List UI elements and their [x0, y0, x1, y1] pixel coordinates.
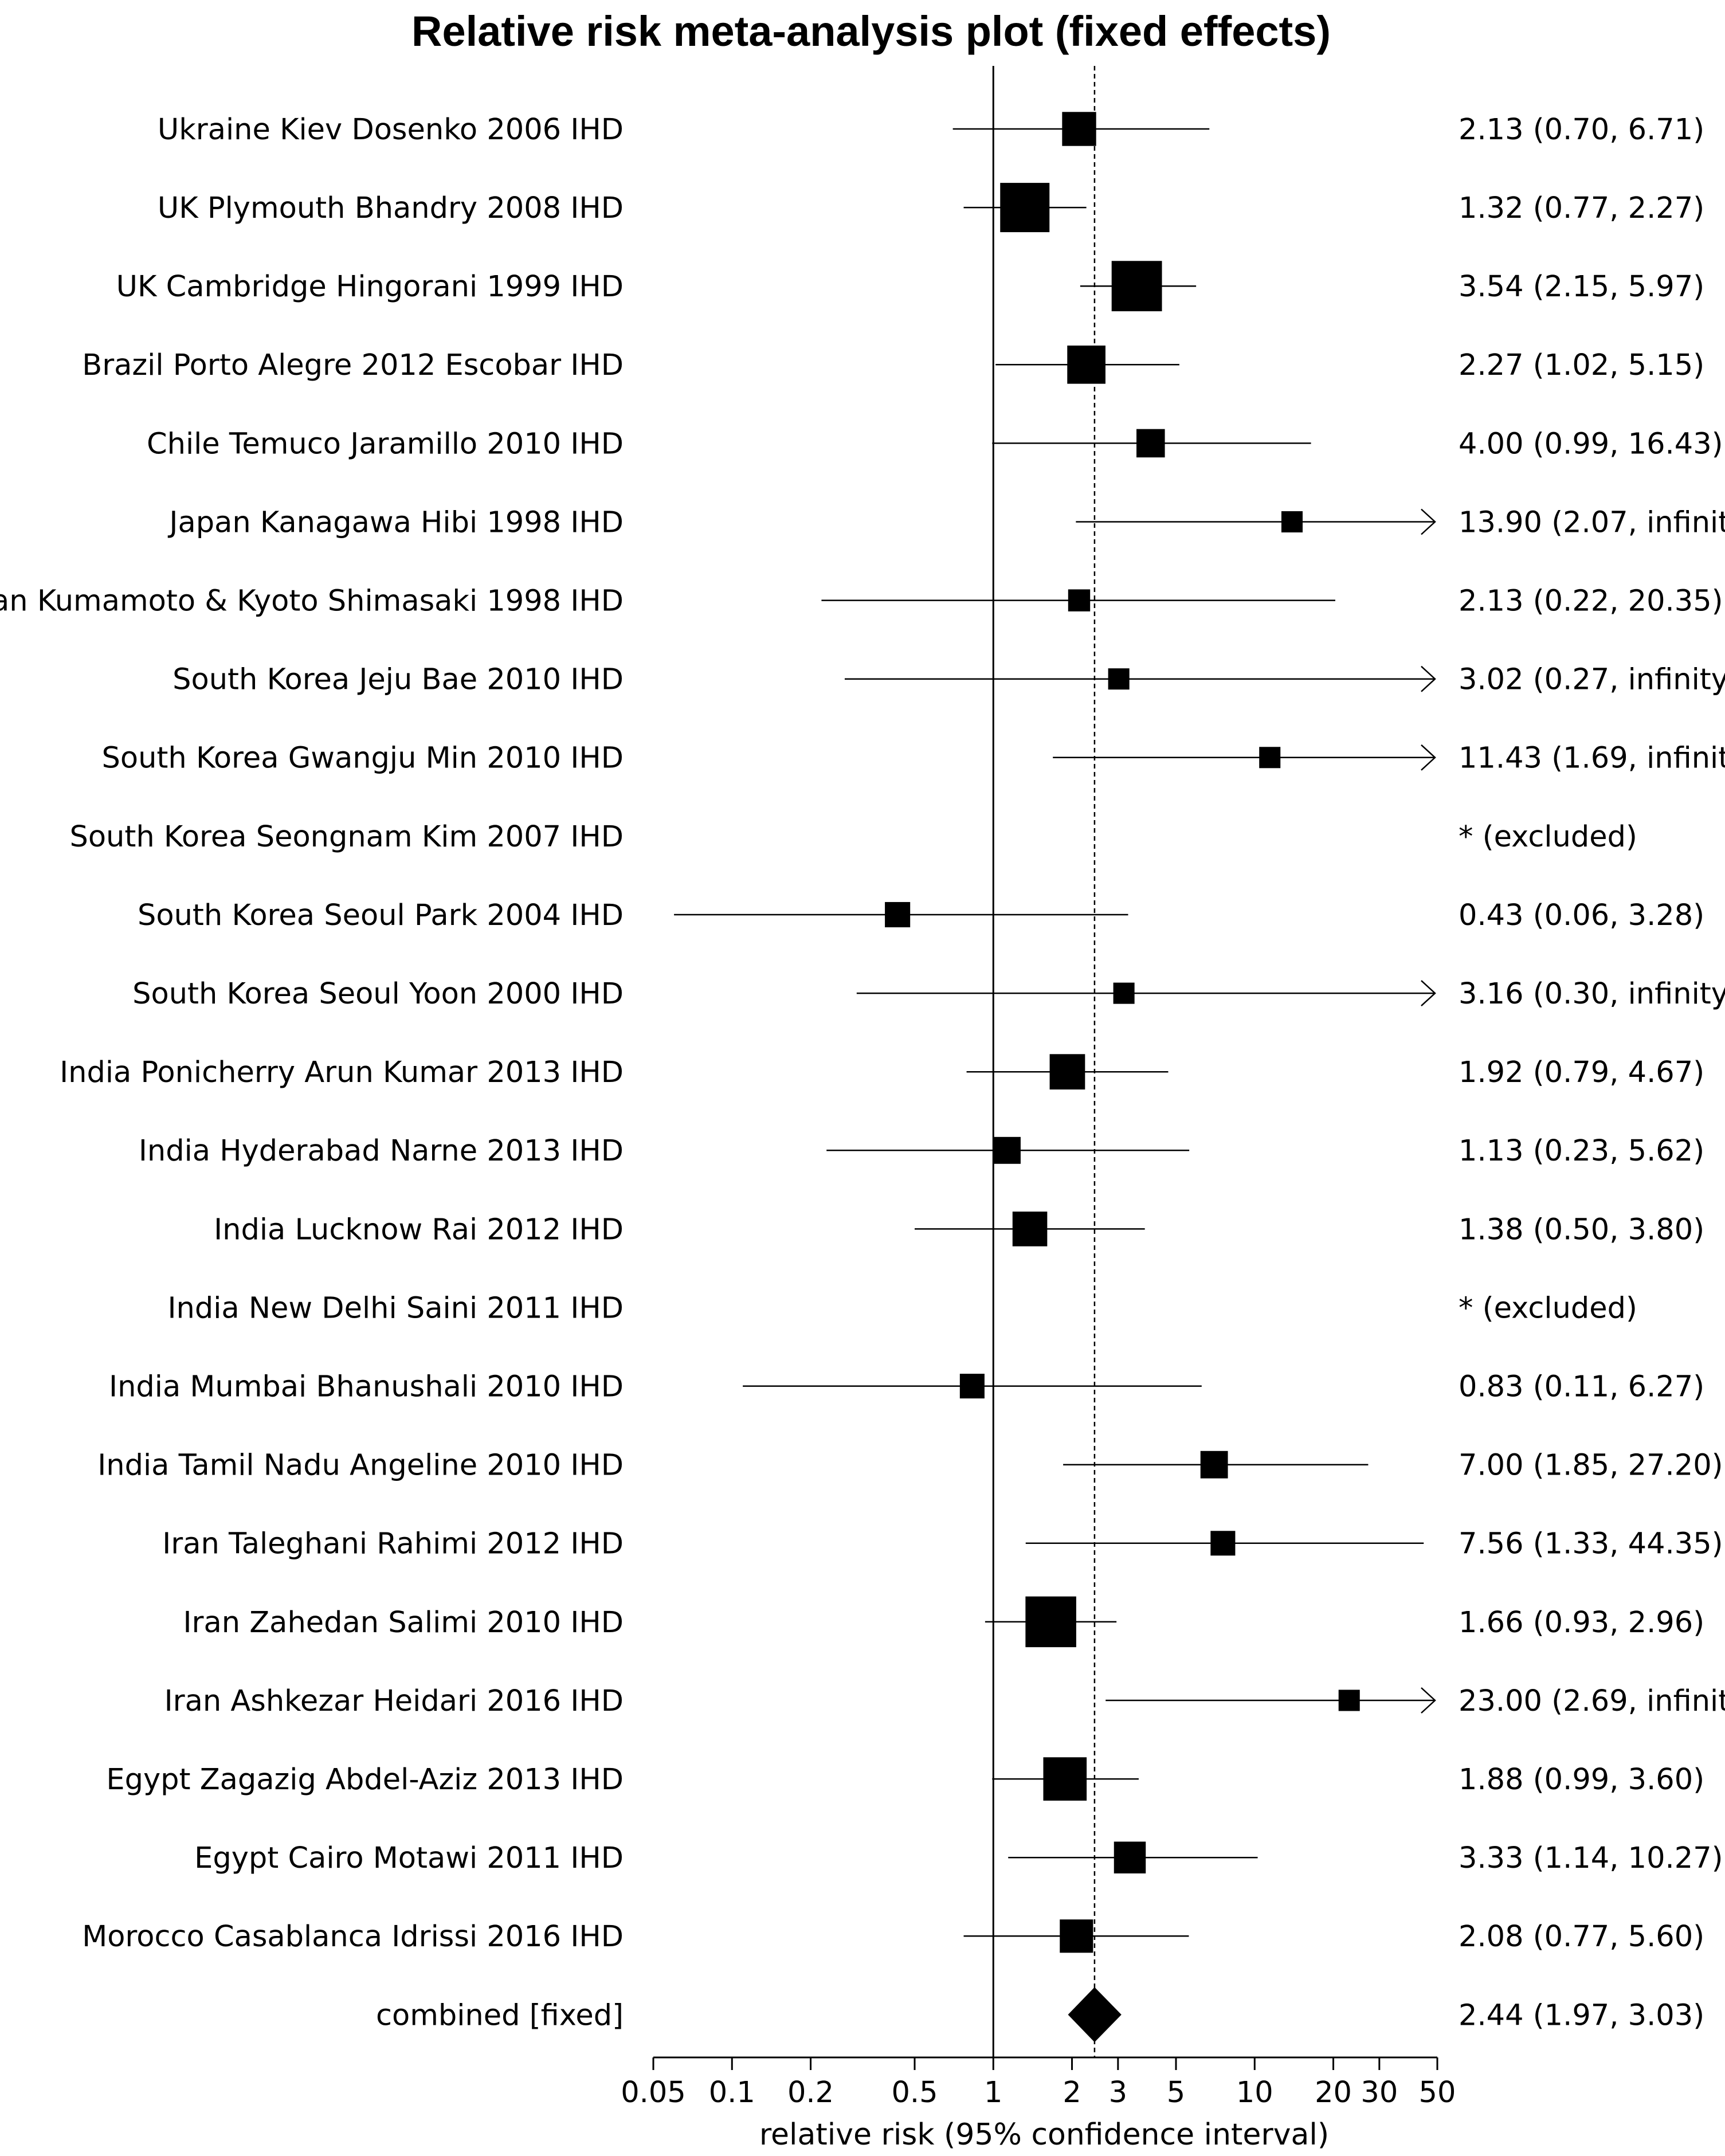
x-tick-label: 10	[1236, 2076, 1273, 2110]
estimate-square	[1338, 1689, 1360, 1711]
study-label: Egypt Cairo Motawi 2011 IHD	[194, 1841, 624, 1875]
x-tick-label: 30	[1361, 2076, 1398, 2110]
x-tick-label: 3	[1109, 2076, 1127, 2110]
estimate-square	[994, 1136, 1021, 1164]
combined-label: combined [fixed]	[376, 1998, 624, 2032]
study-ci-text: 2.13 (0.70, 6.71)	[1459, 113, 1704, 147]
estimate-square	[1210, 1531, 1236, 1556]
study-label: Morocco Casablanca Idrissi 2016 IHD	[82, 1920, 624, 1954]
x-tick-label: 1	[984, 2076, 1002, 2110]
study-label: India Mumbai Bhanushali 2010 IHD	[109, 1370, 624, 1404]
estimate-square	[1200, 1451, 1228, 1479]
estimate-square	[1259, 747, 1281, 769]
study-label: South Korea Jeju Bae 2010 IHD	[172, 663, 624, 697]
study-ci-text: 3.02 (0.27, infinity)	[1459, 663, 1725, 697]
study-ci-text: * (excluded)	[1459, 820, 1637, 854]
study-label: Ukraine Kiev Dosenko 2006 IHD	[158, 113, 624, 147]
estimate-square	[885, 901, 911, 928]
study-label: Iran Ashkezar Heidari 2016 IHD	[164, 1684, 624, 1718]
x-tick-label: 0.2	[787, 2076, 834, 2110]
study-label: India Lucknow Rai 2012 IHD	[214, 1213, 624, 1246]
combined-ci-text: 2.44 (1.97, 3.03)	[1459, 1998, 1704, 2032]
estimate-square	[1068, 589, 1091, 611]
study-ci-text: * (excluded)	[1459, 1291, 1637, 1325]
estimate-square	[1136, 429, 1165, 458]
x-tick-label: 0.1	[709, 2076, 755, 2110]
study-ci-text: 1.66 (0.93, 2.96)	[1459, 1606, 1704, 1640]
study-label: Iran Taleghani Rahimi 2012 IHD	[162, 1527, 624, 1561]
ci-arrow	[1421, 744, 1436, 771]
study-ci-text: 23.00 (2.69, infinity)	[1459, 1684, 1725, 1718]
study-label: India Tamil Nadu Angeline 2010 IHD	[97, 1449, 624, 1483]
chart-title: Relative risk meta-analysis plot (fixed …	[411, 7, 1331, 55]
study-ci-text: 1.38 (0.50, 3.80)	[1459, 1213, 1704, 1246]
study-label: India New Delhi Saini 2011 IHD	[167, 1291, 624, 1325]
x-tick-label: 2	[1063, 2076, 1081, 2110]
study-ci-text: 0.43 (0.06, 3.28)	[1459, 899, 1704, 932]
study-label: Brazil Porto Alegre 2012 Escobar IHD	[82, 348, 624, 382]
study-label: Iran Zahedan Salimi 2010 IHD	[183, 1606, 624, 1640]
estimate-square	[1108, 668, 1130, 690]
x-tick-label: 0.5	[891, 2076, 938, 2110]
estimate-square	[1049, 1054, 1085, 1090]
study-label: Japan Kumamoto & Kyoto Shimasaki 1998 IH…	[0, 584, 624, 618]
study-ci-text: 7.00 (1.85, 27.20)	[1459, 1449, 1723, 1483]
ci-arrow	[1421, 1687, 1436, 1714]
x-tick-label: 20	[1315, 2076, 1352, 2110]
study-ci-text: 3.33 (1.14, 10.27)	[1459, 1841, 1723, 1875]
ci-arrow	[1421, 508, 1436, 535]
study-ci-text: 1.92 (0.79, 4.67)	[1459, 1056, 1704, 1089]
study-ci-text: 1.32 (0.77, 2.27)	[1459, 191, 1704, 225]
study-ci-text: 13.90 (2.07, infinity)	[1459, 505, 1725, 539]
study-label: Egypt Zagazig Abdel-Aziz 2013 IHD	[106, 1763, 624, 1797]
estimate-square	[1113, 982, 1135, 1004]
estimate-square	[1114, 1841, 1146, 1873]
estimate-square	[1025, 1596, 1076, 1648]
study-ci-text: 2.13 (0.22, 20.35)	[1459, 584, 1723, 618]
plot-area: Ukraine Kiev Dosenko 2006 IHD 2.13 (0.70,…	[0, 66, 1725, 2110]
x-tick-label: 5	[1167, 2076, 1185, 2110]
ci-arrow	[1421, 980, 1436, 1007]
study-label: Chile Temuco Jaramillo 2010 IHD	[147, 427, 624, 461]
x-tick-label: 0.05	[621, 2076, 686, 2110]
study-label: South Korea Seoul Park 2004 IHD	[138, 899, 624, 932]
estimate-square	[1062, 112, 1096, 146]
study-label: South Korea Seoul Yoon 2000 IHD	[132, 977, 624, 1011]
estimate-square	[959, 1374, 985, 1399]
study-ci-text: 2.08 (0.77, 5.60)	[1459, 1920, 1704, 1954]
study-ci-text: 11.43 (1.69, infinity)	[1459, 742, 1725, 775]
estimate-square	[1111, 261, 1162, 312]
estimate-square	[1043, 1757, 1087, 1801]
estimate-square	[1067, 345, 1105, 384]
study-ci-text: 3.54 (2.15, 5.97)	[1459, 270, 1704, 304]
study-ci-text: 0.83 (0.11, 6.27)	[1459, 1370, 1704, 1404]
study-label: India Ponicherry Arun Kumar 2013 IHD	[60, 1056, 624, 1089]
x-tick-label: 50	[1419, 2076, 1456, 2110]
x-axis-label: relative risk (95% confidence interval)	[759, 2118, 1329, 2152]
estimate-square	[1012, 1212, 1048, 1246]
study-label: Japan Kanagawa Hibi 1998 IHD	[167, 505, 624, 539]
study-ci-text: 2.27 (1.02, 5.15)	[1459, 348, 1704, 382]
study-ci-text: 4.00 (0.99, 16.43)	[1459, 427, 1723, 461]
ci-arrow	[1421, 665, 1436, 692]
study-label: India Hyderabad Narne 2013 IHD	[139, 1134, 624, 1168]
study-ci-text: 1.13 (0.23, 5.62)	[1459, 1134, 1704, 1168]
estimate-square	[1281, 511, 1303, 533]
study-ci-text: 7.56 (1.33, 44.35)	[1459, 1527, 1723, 1561]
combined-diamond	[1068, 1987, 1122, 2043]
estimate-square	[1000, 183, 1050, 233]
study-ci-text: 1.88 (0.99, 3.60)	[1459, 1763, 1704, 1797]
study-label: UK Cambridge Hingorani 1999 IHD	[116, 270, 624, 304]
study-label: South Korea Seongnam Kim 2007 IHD	[69, 820, 624, 854]
estimate-square	[1060, 1919, 1093, 1953]
study-label: South Korea Gwangju Min 2010 IHD	[102, 742, 624, 775]
study-ci-text: 3.16 (0.30, infinity)	[1459, 977, 1725, 1011]
study-label: UK Plymouth Bhandry 2008 IHD	[158, 191, 624, 225]
